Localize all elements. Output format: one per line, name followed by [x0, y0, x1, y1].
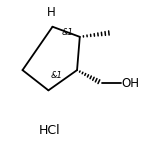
Text: OH: OH	[121, 77, 139, 90]
Text: HCl: HCl	[39, 124, 61, 137]
Text: H: H	[47, 6, 55, 19]
Text: &1: &1	[62, 28, 74, 37]
Text: &1: &1	[51, 71, 62, 80]
